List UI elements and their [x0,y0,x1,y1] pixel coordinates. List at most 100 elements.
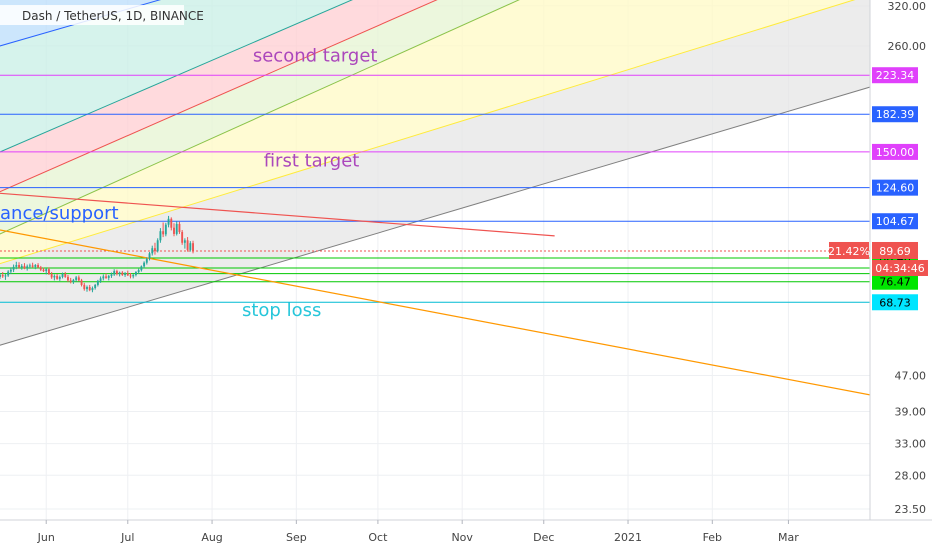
candlesticks [0,215,194,293]
candle-body [9,269,12,272]
candle-body [18,264,20,268]
price-tick-label: 23.50 [895,503,927,516]
candle-body [170,218,173,228]
candle-body [99,278,102,281]
candle-body [26,266,29,269]
candle-body [145,258,148,263]
candle-body [1,274,4,277]
time-tick-label: Oct [368,531,388,544]
candle-body [28,265,31,267]
chart-title: Dash / TetherUS, 1D, BINANCE [22,9,204,23]
time-tick-label: Jun [37,531,55,544]
candle-body [83,284,86,290]
price-tick-label: 33.00 [895,438,927,451]
candle-body [137,270,140,273]
candle-body [162,231,165,235]
candle-body [47,269,50,274]
candle-body [61,273,64,277]
candle-body [86,286,88,290]
price-tick-label: 28.00 [895,469,927,482]
title-background [0,5,184,25]
candle-body [107,275,110,278]
level-tag-label: 182.39 [876,108,915,121]
level-tag-label: 68.73 [879,296,911,309]
price-axis[interactable]: 320.00 260.00 47.00 39.00 33.00 28.00 23.50 223… [828,0,928,516]
candle-body [42,269,45,272]
fan-line [0,86,870,346]
level-tag-label: 223.34 [876,69,915,82]
candle-body [72,279,75,282]
candle-body [164,224,167,235]
countdown-tag [872,259,928,276]
annotation-label: second target [253,45,378,66]
candle-body [20,265,23,268]
time-tick-label: Aug [201,531,222,544]
candle-body [0,274,1,277]
level-tag [872,179,918,196]
candle-body [4,275,7,277]
change-tag [829,241,869,259]
candle-body [56,275,59,279]
level-tag [872,294,918,311]
candle-body [124,273,127,275]
candle-body [15,264,18,267]
candle-body [181,231,184,243]
candle-body [151,248,154,254]
candle-body [102,276,105,279]
time-tick-label: 2021 [614,531,642,544]
level-tag-label: 76.47 [879,276,911,289]
candle-body [80,280,83,285]
candle-body [159,231,162,241]
candle-body [7,271,10,276]
annotation-label: first target [264,151,360,172]
fan-line [0,0,520,235]
candle-body [156,240,159,252]
trendline [0,192,555,237]
candle-body [50,273,53,278]
candle-body [192,243,194,251]
trendlines [0,192,870,396]
fan-line [0,0,353,153]
candle-body [105,276,107,278]
price-tick-label: 260.00 [888,40,927,53]
fan-band [0,0,870,346]
candle-body [39,267,42,270]
candle-body [23,265,26,269]
candle-body [183,240,186,243]
time-axis[interactable]: Jun Jul Aug Sep Oct Nov Dec 2021 Feb Mar [37,520,800,544]
candle-body [186,240,189,250]
candle-body [110,274,113,276]
change-label: 21.42% [828,245,870,258]
annotations: second target first target ance/support sto… [0,45,378,321]
level-tag-label: 124.60 [876,182,915,195]
level-tag [872,273,918,290]
price-tick-label: 47.00 [895,369,927,382]
annotation-label: ance/support [0,203,119,224]
current-price-tag [872,241,918,259]
candle-body [175,223,178,234]
time-tick-label: Sep [286,531,307,544]
annotation-label: stop loss [242,300,321,321]
fan-line [0,0,856,265]
candle-body [58,276,61,279]
time-tick-label: Nov [451,531,473,544]
candle-body [53,275,56,278]
time-tick-label: Mar [778,531,799,544]
candle-body [134,272,137,275]
candle-body [189,243,192,250]
candle-body [148,253,151,259]
candle-body [121,272,124,275]
level-tag-label: 150.00 [876,146,915,159]
price-tick-label: 320.00 [888,0,927,13]
candle-body [115,271,118,274]
candle-body [167,218,170,225]
candle-body [173,227,175,234]
candle-body [94,284,97,289]
candle-body [118,272,121,274]
candle-body [67,276,69,281]
level-tag [872,143,918,160]
candle-body [143,262,146,267]
trendline [0,229,870,396]
candle-body [69,280,72,282]
